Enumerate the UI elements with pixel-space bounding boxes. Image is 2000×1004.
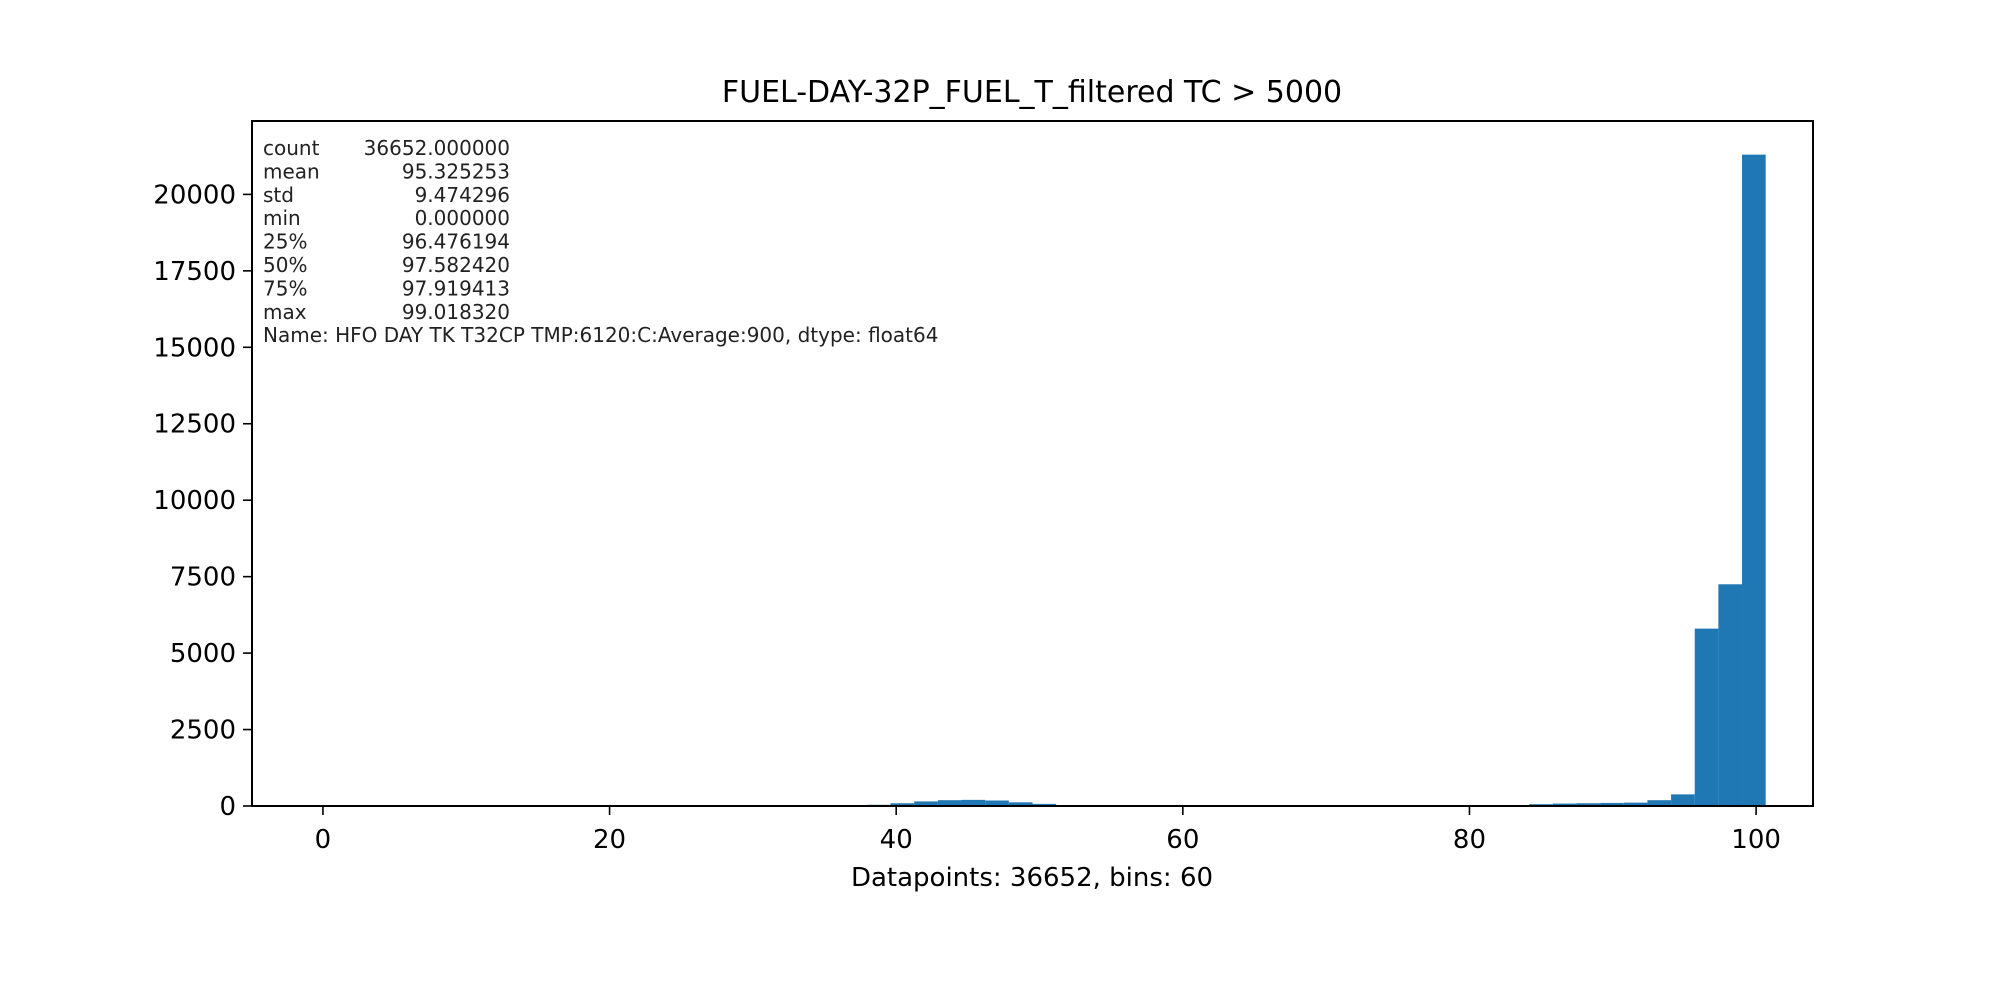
y-tick-label: 12500 — [153, 410, 236, 440]
y-tick-label: 17500 — [153, 257, 236, 287]
histogram-bar — [1008, 802, 1033, 806]
histogram-bar — [985, 800, 1009, 806]
plot-frame — [251, 120, 1814, 807]
stats-value: 95.325253 — [402, 159, 510, 183]
stats-label: mean — [263, 159, 320, 183]
histogram-bar — [1718, 584, 1743, 806]
y-tick-label: 5000 — [170, 639, 236, 669]
stats-label: 50% — [263, 253, 307, 277]
stats-value: 97.919413 — [402, 276, 510, 300]
stats-value: 0.000000 — [415, 206, 510, 230]
histogram-bar — [1671, 794, 1695, 806]
stats-label: 25% — [263, 230, 307, 254]
y-tick-label: 20000 — [153, 180, 236, 210]
stats-value: 99.018320 — [402, 300, 510, 324]
histogram-bar — [1032, 803, 1057, 806]
y-tick-label: 0 — [219, 792, 236, 822]
y-tick-label: 2500 — [170, 716, 236, 746]
x-axis-ticks: 0 20 40 60 80 100 — [315, 806, 1781, 855]
stats-name-line: Name: HFO DAY TK T32CP TMP:6120:C:Averag… — [263, 323, 938, 347]
histogram-bars — [322, 154, 1766, 807]
histogram-bar — [1552, 803, 1577, 806]
histogram-bar — [1647, 800, 1672, 806]
x-tick-label: 100 — [1731, 825, 1781, 855]
x-tick-label: 40 — [880, 825, 913, 855]
stats-value: 96.476194 — [402, 230, 510, 254]
statistics-annotation: count 36652.000000 mean 95.325253 std 9.47429… — [263, 136, 938, 347]
histogram-bar — [1576, 803, 1601, 806]
histogram-bar — [1694, 628, 1719, 806]
stats-value: 9.474296 — [415, 183, 510, 207]
histogram-bar — [937, 800, 962, 806]
y-tick-label: 10000 — [153, 486, 236, 516]
y-axis-ticks: 0 2500 5000 7500 10000 12500 15000 17500 20000 — [153, 180, 252, 822]
stats-label: max — [263, 300, 307, 324]
histogram-bar — [1742, 154, 1766, 806]
histogram-bar — [961, 799, 986, 806]
histogram-bar — [1600, 802, 1624, 806]
stats-label: count — [263, 136, 320, 160]
stats-label: 75% — [263, 276, 307, 300]
stats-value: 97.582420 — [402, 253, 510, 277]
histogram-bar — [890, 803, 915, 806]
x-tick-label: 80 — [1453, 825, 1486, 855]
histogram-bar — [1623, 802, 1648, 806]
y-tick-label: 15000 — [153, 333, 236, 363]
stats-label: std — [263, 183, 294, 207]
x-axis-label: Datapoints: 36652, bins: 60 — [851, 863, 1213, 893]
stats-label: min — [263, 206, 301, 230]
x-tick-label: 60 — [1166, 825, 1199, 855]
y-tick-label: 7500 — [170, 563, 236, 593]
x-tick-label: 0 — [315, 825, 332, 855]
stats-value: 36652.000000 — [364, 136, 510, 160]
x-tick-label: 20 — [593, 825, 626, 855]
histogram-bar — [914, 801, 938, 806]
chart-title: FUEL-DAY-32P_FUEL_T_filtered TC > 5000 — [722, 75, 1342, 110]
